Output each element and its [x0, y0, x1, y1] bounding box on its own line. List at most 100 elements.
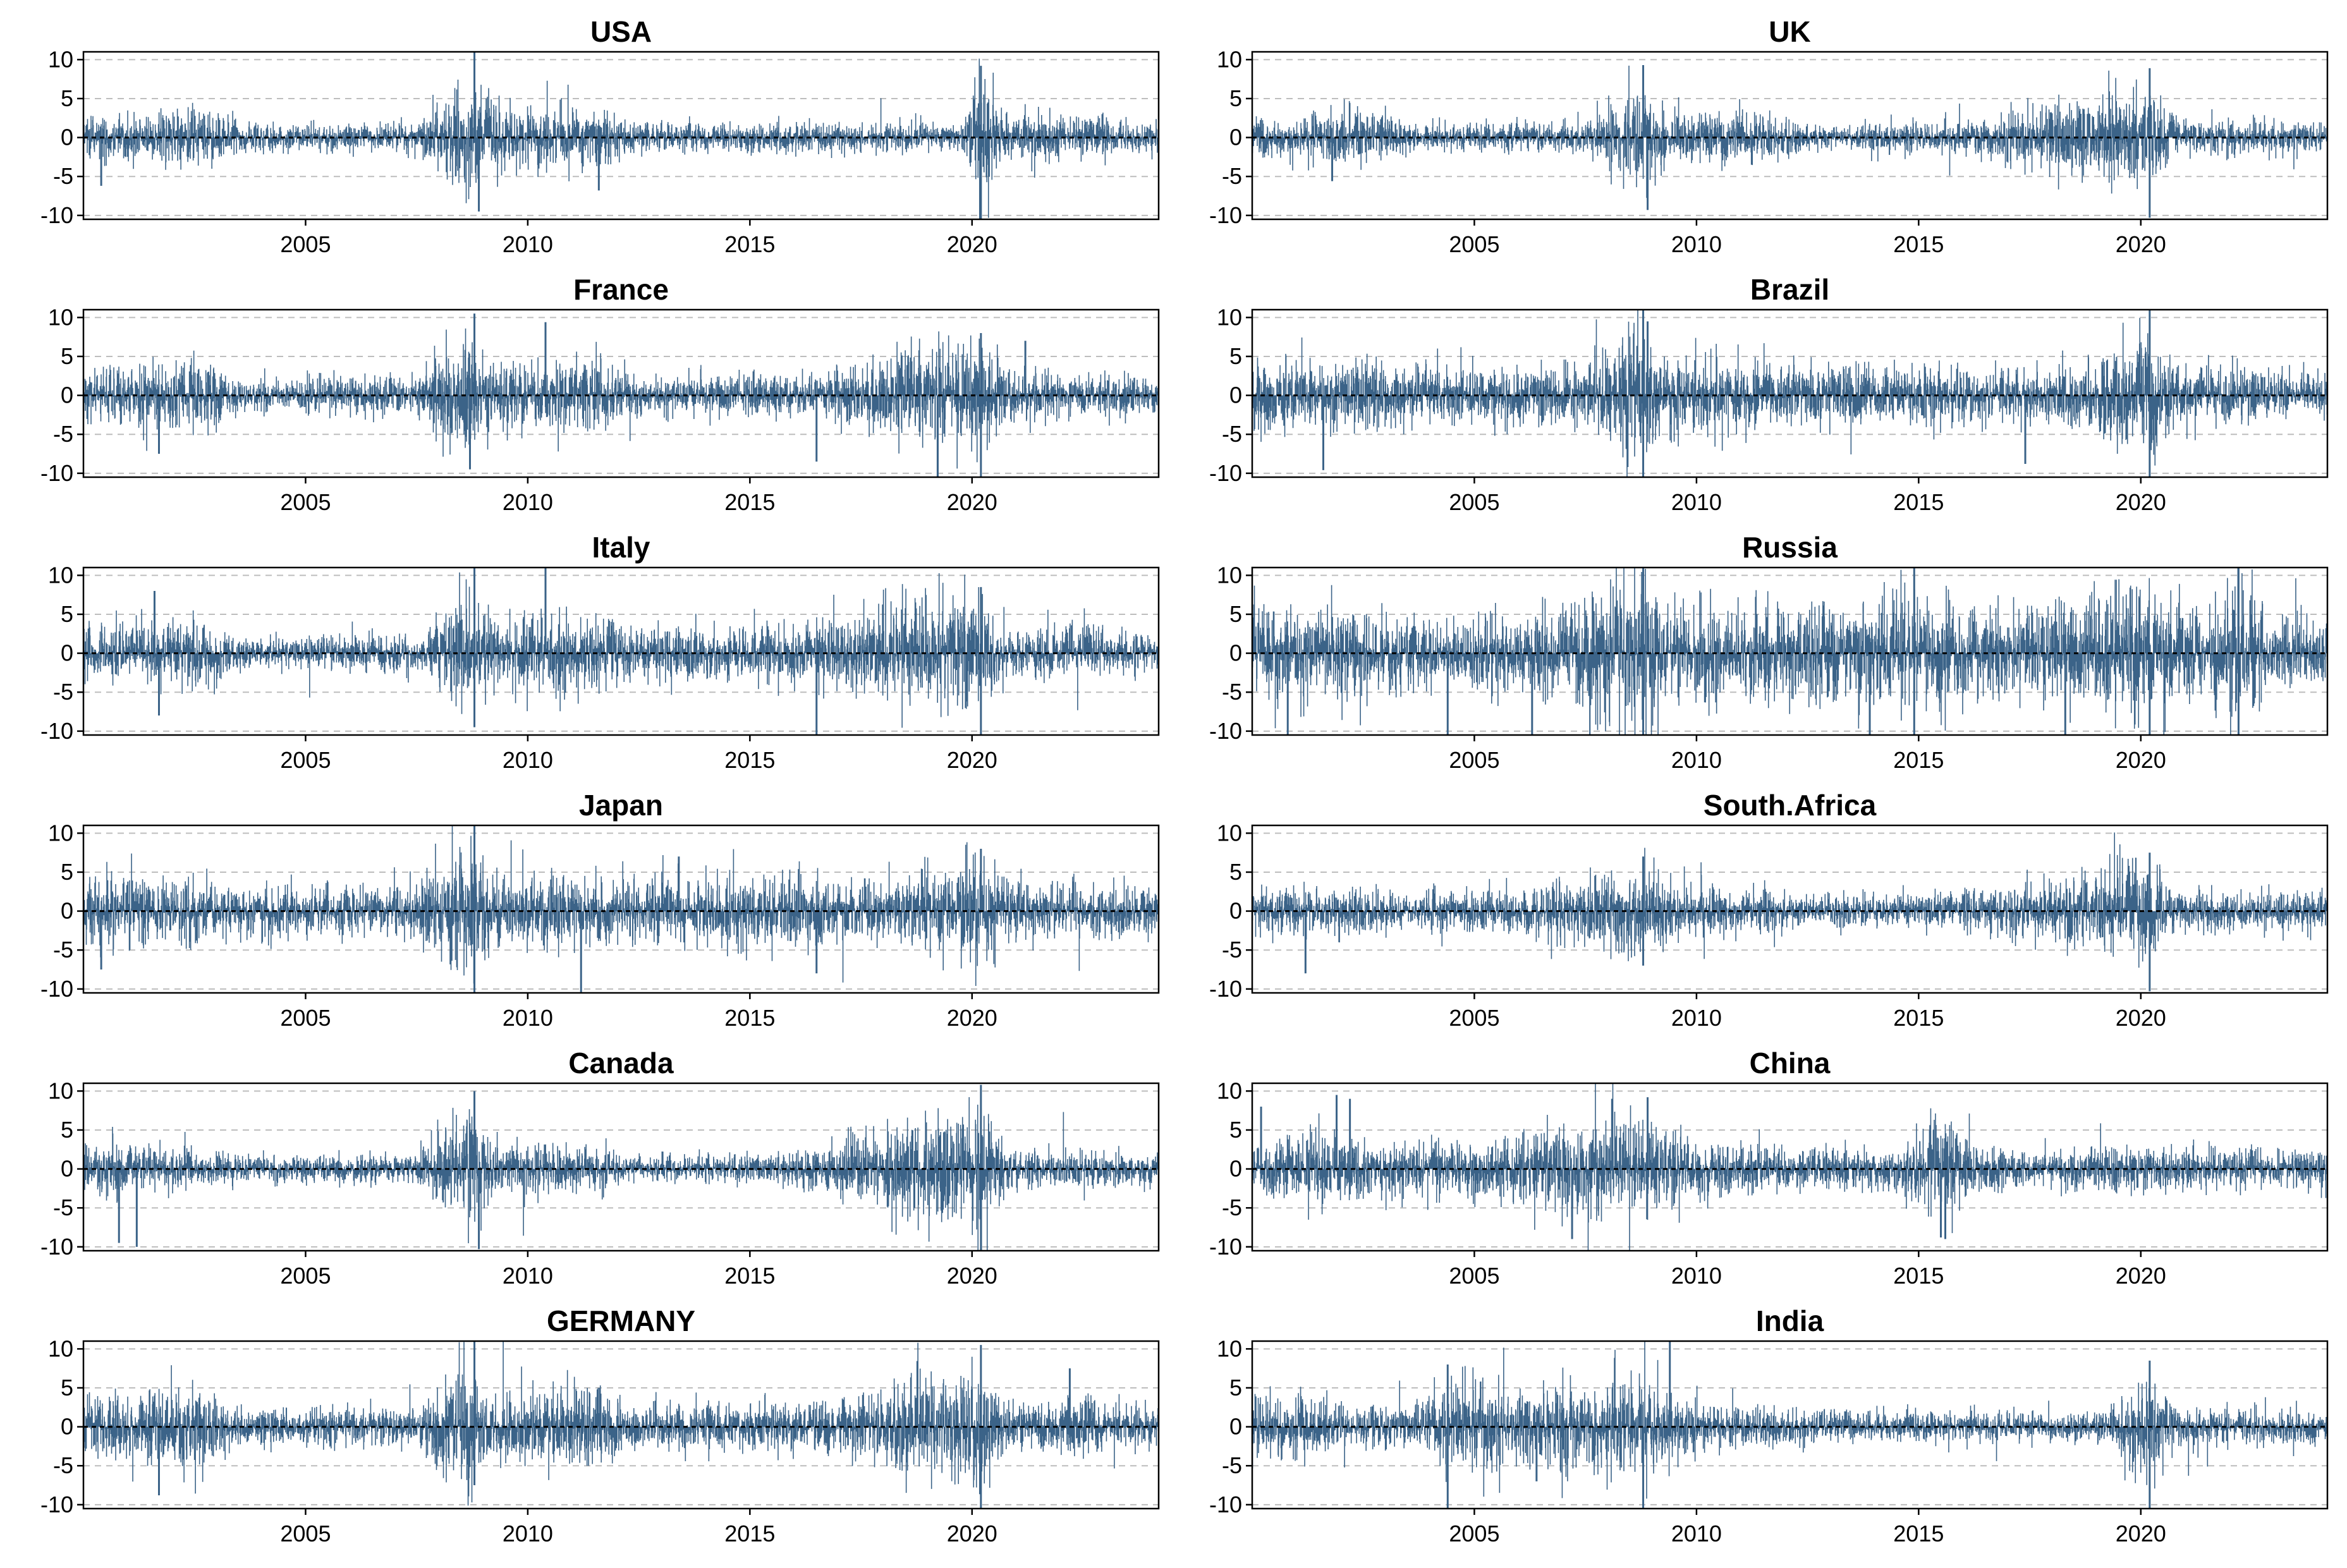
series-line: [1252, 310, 2327, 477]
x-tick-label: 2005: [1449, 231, 1499, 257]
y-tick-label: -10: [40, 1234, 73, 1260]
y-tick-label: -5: [1222, 1194, 1242, 1220]
y-tick-label: -5: [1222, 163, 1242, 189]
panel-japan: Japan -10 -5 0 5 10 2005 2010 2015 2020: [40, 789, 1160, 1031]
x-tick-label: 2005: [1449, 1263, 1499, 1289]
x-tick-label: 2010: [1671, 747, 1722, 773]
x-tick-label: 2005: [280, 231, 331, 257]
y-tick-label: -5: [1222, 937, 1242, 963]
x-tick-label: 2020: [947, 489, 997, 515]
plot-frame: [82, 824, 1160, 994]
y-tick-label: 5: [1229, 85, 1242, 111]
plot-frame: [1251, 566, 2329, 736]
panel-italy: Italy -10 -5 0 5 10 2005 2010 2015 2020: [40, 531, 1160, 773]
y-tick-label: 0: [1229, 125, 1242, 150]
y-tick-label: 0: [1229, 640, 1242, 666]
plot-frame: [82, 51, 1160, 221]
y-tick-label: 0: [1229, 1156, 1242, 1182]
plot-frame: [1251, 51, 2329, 221]
y-tick-label: -5: [53, 163, 73, 189]
y-tick-label: -5: [53, 679, 73, 705]
y-tick-label: 5: [61, 1375, 73, 1401]
y-tick-label: 10: [1217, 46, 1242, 72]
x-tick-label: 2010: [1671, 1263, 1722, 1289]
y-tick-label: -5: [53, 937, 73, 963]
y-tick-label: 5: [61, 601, 73, 627]
y-tick-label: -10: [40, 460, 73, 486]
x-tick-label: 2010: [1671, 1005, 1722, 1031]
x-tick-label: 2010: [1671, 231, 1722, 257]
y-tick-label: 5: [1229, 1375, 1242, 1401]
x-tick-label: 2015: [1893, 747, 1944, 773]
panel-title: India: [1756, 1304, 1824, 1337]
series-line: [83, 328, 1159, 477]
y-tick-label: 5: [61, 85, 73, 111]
y-tick-label: 0: [61, 898, 73, 924]
x-tick-label: 2020: [2116, 1263, 2166, 1289]
plot-frame: [1251, 1082, 2329, 1252]
x-tick-label: 2020: [2116, 1521, 2166, 1547]
x-tick-label: 2015: [724, 1263, 775, 1289]
series-line: [83, 1097, 1159, 1251]
y-tick-label: -10: [1209, 976, 1242, 1002]
plot-frame: [82, 1340, 1160, 1510]
y-tick-label: 10: [1217, 1335, 1242, 1361]
series-line: [83, 572, 1159, 728]
x-tick-label: 2015: [1893, 1263, 1944, 1289]
y-tick-label: -5: [1222, 1452, 1242, 1478]
y-tick-label: 10: [48, 46, 73, 72]
x-tick-label: 2010: [503, 1005, 553, 1031]
x-tick-label: 2015: [724, 1005, 775, 1031]
x-tick-label: 2020: [2116, 1005, 2166, 1031]
y-tick-label: 0: [61, 125, 73, 150]
y-tick-label: -10: [40, 976, 73, 1002]
y-tick-label: 0: [61, 1414, 73, 1440]
x-tick-label: 2015: [1893, 1521, 1944, 1547]
x-tick-label: 2005: [280, 1521, 331, 1547]
x-tick-label: 2020: [2116, 489, 2166, 515]
y-tick-label: -10: [40, 202, 73, 228]
y-tick-label: -10: [1209, 718, 1242, 744]
y-tick-label: -5: [1222, 679, 1242, 705]
series-line: [83, 825, 1159, 986]
y-tick-label: 10: [48, 1335, 73, 1361]
y-tick-label: 10: [48, 304, 73, 330]
y-tick-label: -5: [53, 421, 73, 447]
y-tick-label: -10: [40, 1492, 73, 1517]
panel-title: France: [573, 273, 669, 306]
series-line: [83, 1341, 1159, 1506]
x-tick-label: 2010: [503, 1521, 553, 1547]
y-tick-label: 5: [1229, 859, 1242, 885]
plot-frame: [82, 308, 1160, 478]
y-tick-label: 10: [1217, 562, 1242, 588]
x-tick-label: 2015: [724, 231, 775, 257]
plot-frame: [82, 1082, 1160, 1252]
x-tick-label: 2015: [1893, 489, 1944, 515]
panel-title: Japan: [579, 789, 663, 822]
y-tick-label: 10: [1217, 1078, 1242, 1103]
x-tick-label: 2010: [503, 747, 553, 773]
panel-south-africa: South.Africa -10 -5 0 5 10 2005 2010 2015 2020: [1209, 789, 2329, 1031]
y-tick-label: -10: [40, 718, 73, 744]
panel-usa: USA -10 -5 0 5 10 2005 2010 2015 2020: [40, 15, 1160, 257]
y-tick-label: -5: [53, 1452, 73, 1478]
panel-uk: UK -10 -5 0 5 10 2005 2010 2015 2020: [1209, 15, 2329, 257]
y-tick-label: -5: [1222, 421, 1242, 447]
x-tick-label: 2015: [1893, 231, 1944, 257]
y-tick-label: 5: [61, 343, 73, 369]
x-tick-label: 2010: [503, 231, 553, 257]
x-tick-label: 2005: [280, 747, 331, 773]
panel-india: India -10 -5 0 5 10 2005 2010 2015 2020: [1209, 1304, 2329, 1547]
panel-title: Russia: [1742, 531, 1838, 564]
x-tick-label: 2020: [2116, 747, 2166, 773]
x-tick-label: 2015: [724, 1521, 775, 1547]
x-tick-label: 2010: [503, 489, 553, 515]
y-tick-label: -10: [1209, 460, 1242, 486]
panel-russia: Russia -10 -5 0 5 10 2005 2010 2015 2020: [1209, 531, 2329, 773]
plot-frame: [82, 566, 1160, 736]
x-tick-label: 2010: [1671, 1521, 1722, 1547]
y-tick-label: 0: [61, 640, 73, 666]
panel-canada: Canada -10 -5 0 5 10 2005 2010 2015 2020: [40, 1047, 1160, 1289]
